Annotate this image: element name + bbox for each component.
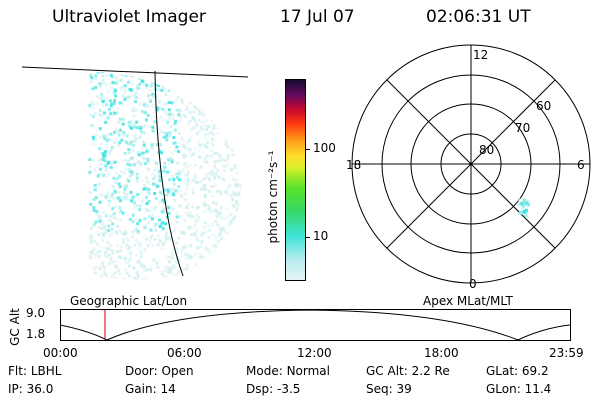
orbit-altitude-plot: [60, 309, 571, 341]
lat-label-60: 60: [536, 99, 551, 113]
mlt-label-12: 12: [473, 48, 488, 62]
info-mode: Mode: Normal: [246, 364, 330, 378]
info-flt-value: LBHL: [30, 364, 62, 378]
colorbar-unit-label: photon cm⁻²s⁻¹: [266, 150, 280, 244]
orbit-ytick-9: 9.0: [26, 306, 46, 320]
info-flt: Flt: LBHL: [8, 364, 61, 378]
orbit-xtick-1800: 18:00: [424, 346, 459, 360]
info-gc-alt-value: 2.2 Re: [411, 364, 450, 378]
orbit-right-caption: Apex MLat/MLT: [423, 294, 513, 308]
info-dsp-value: -3.5: [276, 382, 301, 396]
colorbar-tick-label-10: 10: [313, 229, 329, 243]
info-glat-value: 69.2: [521, 364, 549, 378]
orbit-xtick-0000: 00:00: [43, 346, 78, 360]
info-dsp: Dsp: -3.5: [246, 382, 300, 396]
info-ip: IP: 36.0: [8, 382, 53, 396]
meridian-curve: [154, 70, 184, 277]
instrument-title: Ultraviolet Imager: [52, 7, 206, 27]
info-glon-label: GLon:: [486, 382, 521, 396]
info-glon-value: 11.4: [524, 382, 552, 396]
colorbar-tick-10: [306, 237, 310, 238]
info-door: Door: Open: [125, 364, 194, 378]
info-seq-value: 39: [396, 382, 412, 396]
info-glat: GLat: 69.2: [486, 364, 549, 378]
info-door-value: Open: [161, 364, 194, 378]
info-dsp-label: Dsp:: [246, 382, 274, 396]
colorbar-tick-100: [306, 149, 310, 150]
info-gain-value: 14: [160, 382, 176, 396]
info-gc-alt: GC Alt: 2.2 Re: [366, 364, 450, 378]
lat-label-70: 70: [515, 121, 530, 135]
orbit-xtick-0600: 06:00: [167, 346, 202, 360]
horizon-line: [21, 66, 249, 78]
orbit-ylabel: GC Alt: [8, 308, 22, 346]
date-label: 17 Jul 07: [280, 7, 355, 27]
orbit-plot-frame: [60, 309, 571, 341]
info-seq: Seq: 39: [366, 382, 412, 396]
geographic-image-panel: [21, 66, 249, 280]
info-mode-label: Mode:: [246, 364, 283, 378]
polar-mlat-mlt-plot: 12 18 6 0 60 70 80: [346, 44, 591, 291]
time-label: 02:06:31 UT: [426, 7, 531, 27]
intensity-colorbar: [285, 79, 306, 281]
info-ip-label: IP:: [8, 382, 23, 396]
info-gain: Gain: 14: [125, 382, 176, 396]
orbit-altitude-curve: [60, 309, 571, 341]
info-door-label: Door:: [125, 364, 158, 378]
colorbar-tick-label-100: 100: [313, 141, 336, 155]
mlt-label-0: 0: [469, 277, 477, 291]
info-ip-value: 36.0: [26, 382, 54, 396]
orbit-xtick-1200: 12:00: [297, 346, 332, 360]
info-glon: GLon: 11.4: [486, 382, 551, 396]
auroral-emission-speckles: [88, 71, 242, 280]
info-gain-label: Gain:: [125, 382, 157, 396]
orbit-left-caption: Geographic Lat/Lon: [70, 294, 188, 308]
info-gc-alt-label: GC Alt:: [366, 364, 408, 378]
info-flt-label: Flt:: [8, 364, 27, 378]
orbit-ytick-1-8: 1.8: [26, 327, 46, 341]
polar-auroral-patch: [516, 197, 531, 218]
orbit-xtick-2359: 23:59: [549, 346, 584, 360]
info-glat-label: GLat:: [486, 364, 519, 378]
info-mode-value: Normal: [286, 364, 330, 378]
mlt-label-18: 18: [346, 158, 361, 172]
info-seq-label: Seq:: [366, 382, 393, 396]
mlt-label-6: 6: [577, 158, 585, 172]
polar-diagonal-b: [386, 79, 556, 249]
lat-label-80: 80: [479, 143, 494, 157]
